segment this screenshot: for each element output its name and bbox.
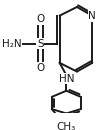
Text: O: O bbox=[36, 63, 44, 73]
Text: HN: HN bbox=[59, 74, 74, 84]
Text: O: O bbox=[36, 14, 44, 24]
Text: N: N bbox=[88, 11, 96, 21]
Text: H₂N: H₂N bbox=[2, 39, 21, 49]
Text: S: S bbox=[37, 39, 44, 49]
Text: CH₃: CH₃ bbox=[57, 122, 76, 130]
